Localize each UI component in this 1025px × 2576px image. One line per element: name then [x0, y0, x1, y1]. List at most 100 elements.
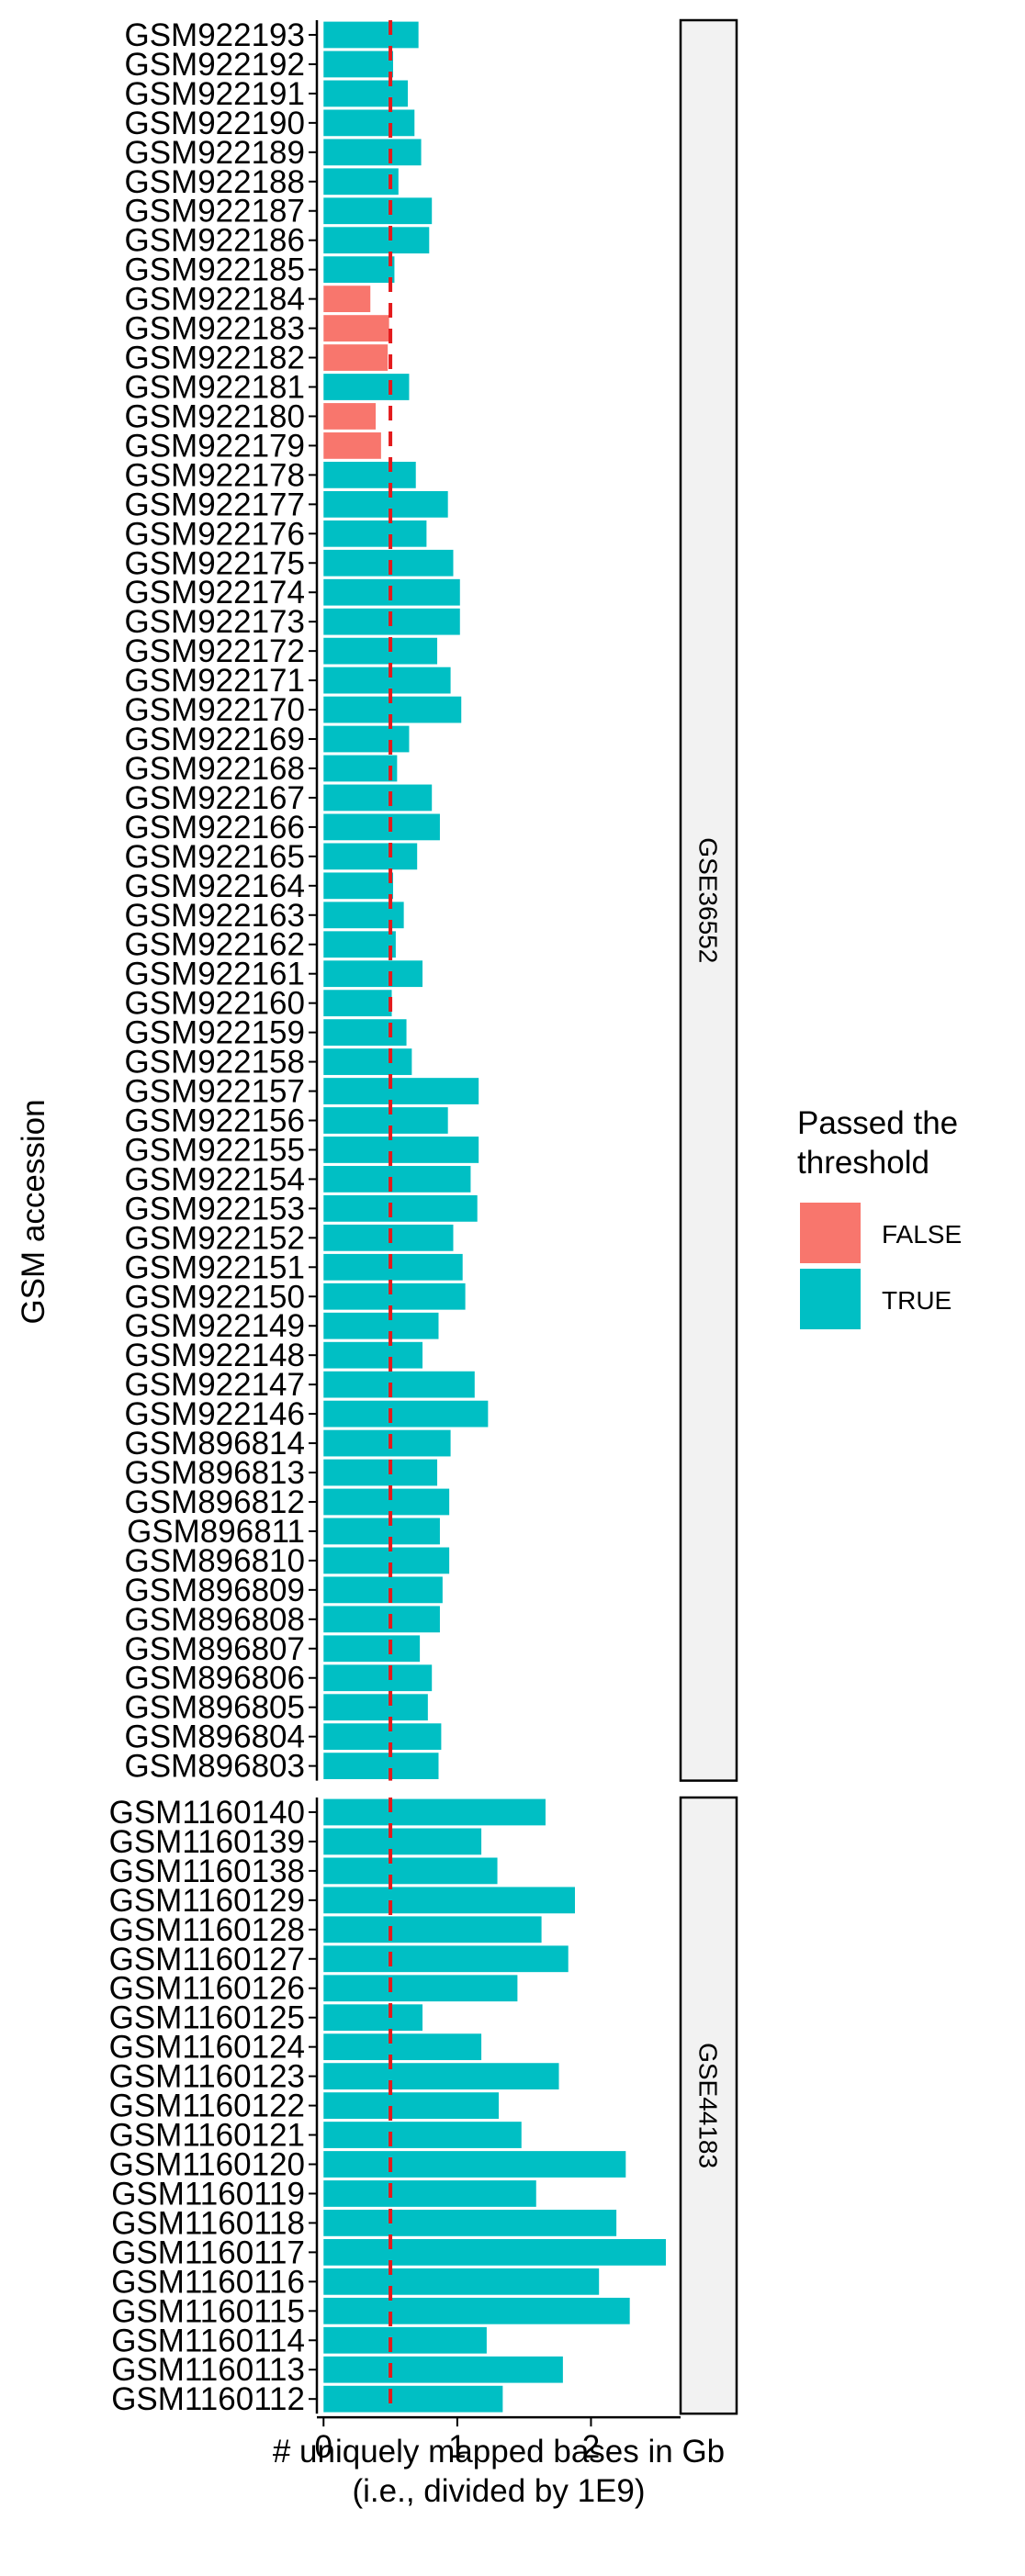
- bar: [323, 21, 419, 49]
- y-tick-label: GSM1160139: [109, 1824, 305, 1860]
- y-tick-label: GSM922162: [124, 927, 305, 963]
- y-tick-label: GSM922184: [124, 282, 305, 318]
- x-tick-label: 1: [448, 2429, 466, 2465]
- panel-GSE44183: GSM1160140GSM1160139GSM1160138GSM1160129…: [109, 1795, 738, 2417]
- y-tick-label: GSM896805: [124, 1690, 305, 1726]
- y-tick-label: GSM922164: [124, 868, 305, 904]
- bar: [323, 1371, 475, 1398]
- y-tick-label: GSM922157: [124, 1074, 305, 1110]
- y-tick-label: GSM922159: [124, 1015, 305, 1051]
- x-axis-title-line-2: (i.e., divided by 1E9): [352, 2473, 645, 2509]
- bar: [323, 1664, 433, 1692]
- y-tick-label: GSM922160: [124, 986, 305, 1022]
- bar: [323, 872, 393, 900]
- y-tick-label: GSM922181: [124, 370, 305, 406]
- bar: [323, 1224, 454, 1251]
- bar: [323, 139, 422, 166]
- bar: [323, 2238, 666, 2266]
- y-tick-label: GSM922193: [124, 17, 305, 53]
- bar: [323, 520, 427, 547]
- bar: [323, 931, 396, 958]
- y-tick-label: GSM896811: [127, 1514, 305, 1550]
- bar: [323, 1798, 546, 1826]
- bar: [323, 1916, 542, 1943]
- y-tick-label: GSM922176: [124, 516, 305, 552]
- bar: [323, 2122, 522, 2148]
- y-tick-label: GSM922153: [124, 1191, 305, 1226]
- panel-GSE36552: GSM922193GSM922192GSM922191GSM922190GSM9…: [124, 17, 738, 1785]
- bar: [323, 990, 392, 1017]
- y-tick-label: GSM922149: [124, 1308, 305, 1344]
- y-tick-label: GSM922179: [124, 428, 305, 464]
- y-tick-label: GSM922147: [124, 1367, 305, 1403]
- y-tick-label: GSM896804: [124, 1719, 305, 1755]
- bar: [323, 50, 393, 78]
- facet-strip: [679, 1796, 738, 2415]
- y-tick-label: GSM922190: [124, 106, 305, 141]
- bar: [323, 1341, 423, 1369]
- y-tick-label: GSM922150: [124, 1279, 305, 1315]
- bar: [323, 784, 433, 812]
- y-tick-label: GSM1160116: [111, 2264, 305, 2300]
- bar: [323, 2297, 630, 2324]
- y-tick-label: GSM1160138: [109, 1854, 305, 1889]
- y-tick-label: GSM1160140: [109, 1795, 305, 1831]
- y-tick-label: GSM1160123: [109, 2059, 305, 2095]
- y-tick-label: GSM922188: [124, 164, 305, 200]
- bar: [323, 2033, 482, 2061]
- y-tick-label: GSM922182: [124, 341, 305, 376]
- bar: [323, 549, 454, 577]
- y-tick-label: GSM1160119: [111, 2176, 305, 2212]
- bar: [323, 1975, 518, 2002]
- bar: [323, 256, 395, 284]
- y-tick-label: GSM896806: [124, 1661, 305, 1697]
- bar: [323, 490, 448, 518]
- facet-strip-label: GSE36552: [694, 837, 723, 963]
- bar: [323, 2092, 499, 2119]
- bar: [323, 2180, 536, 2207]
- bar: [323, 2268, 600, 2295]
- bar: [323, 344, 389, 371]
- y-tick-label: GSM922151: [124, 1249, 305, 1285]
- bar: [323, 2356, 563, 2383]
- panels: GSM922193GSM922192GSM922191GSM922190GSM9…: [109, 17, 738, 2465]
- y-tick-label: GSM896807: [124, 1631, 305, 1667]
- legend-key-true: [800, 1269, 861, 1329]
- y-tick-label: GSM922183: [124, 311, 305, 347]
- y-tick-label: GSM922167: [124, 780, 305, 816]
- bar: [323, 1459, 438, 1486]
- y-tick-label: GSM922161: [124, 957, 305, 992]
- bar: [323, 1518, 440, 1545]
- bar: [323, 1857, 498, 1885]
- bar: [323, 227, 430, 254]
- y-tick-label: GSM922158: [124, 1045, 305, 1081]
- bar: [323, 1606, 440, 1633]
- x-tick-label: 0: [315, 2429, 332, 2465]
- bar: [323, 813, 440, 841]
- y-tick-label: GSM922169: [124, 722, 305, 757]
- bar: [323, 2004, 423, 2032]
- bar: [323, 960, 423, 988]
- y-tick-label: GSM896808: [124, 1602, 305, 1638]
- y-tick-label: GSM1160122: [109, 2089, 305, 2124]
- legend-key-false: [800, 1203, 861, 1263]
- legend-label-false: FALSE: [882, 1220, 962, 1249]
- bar: [323, 2063, 559, 2090]
- bar: [323, 1282, 466, 1310]
- y-tick-label: GSM922180: [124, 398, 305, 434]
- y-tick-label: GSM1160128: [109, 1912, 305, 1948]
- y-tick-label: GSM1160114: [111, 2323, 305, 2358]
- bar: [323, 374, 410, 400]
- x-axis: 0 1 2: [315, 2415, 681, 2465]
- bar: [323, 696, 462, 723]
- bar: [323, 1753, 439, 1780]
- bar: [323, 1429, 451, 1457]
- y-tick-label: GSM922174: [124, 575, 305, 610]
- y-tick-label: GSM1160118: [111, 2205, 305, 2241]
- bar: [323, 637, 438, 665]
- y-tick-label: GSM922175: [124, 545, 305, 581]
- y-tick-label: GSM922156: [124, 1103, 305, 1139]
- y-tick-label: GSM922165: [124, 839, 305, 875]
- bar: [323, 403, 377, 430]
